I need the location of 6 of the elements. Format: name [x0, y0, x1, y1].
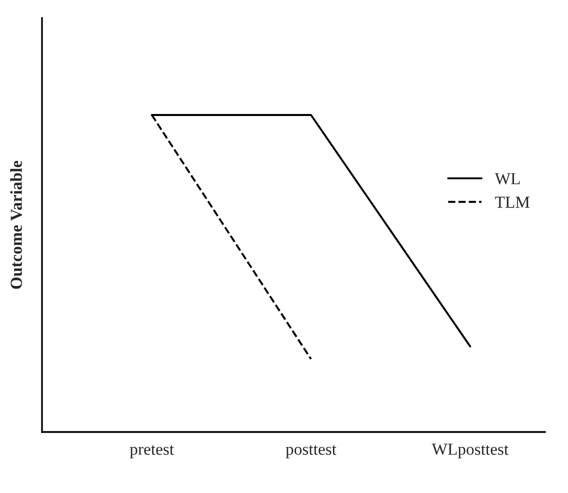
x-tick-label: WLposttest [432, 444, 509, 458]
y-axis-title: Outcome Variable [10, 160, 22, 289]
x-tick-label: posttest [286, 445, 336, 458]
legend-label: WL [494, 173, 520, 184]
legend-label: TLM [495, 196, 530, 208]
x-tick-label: pretest [130, 445, 174, 458]
